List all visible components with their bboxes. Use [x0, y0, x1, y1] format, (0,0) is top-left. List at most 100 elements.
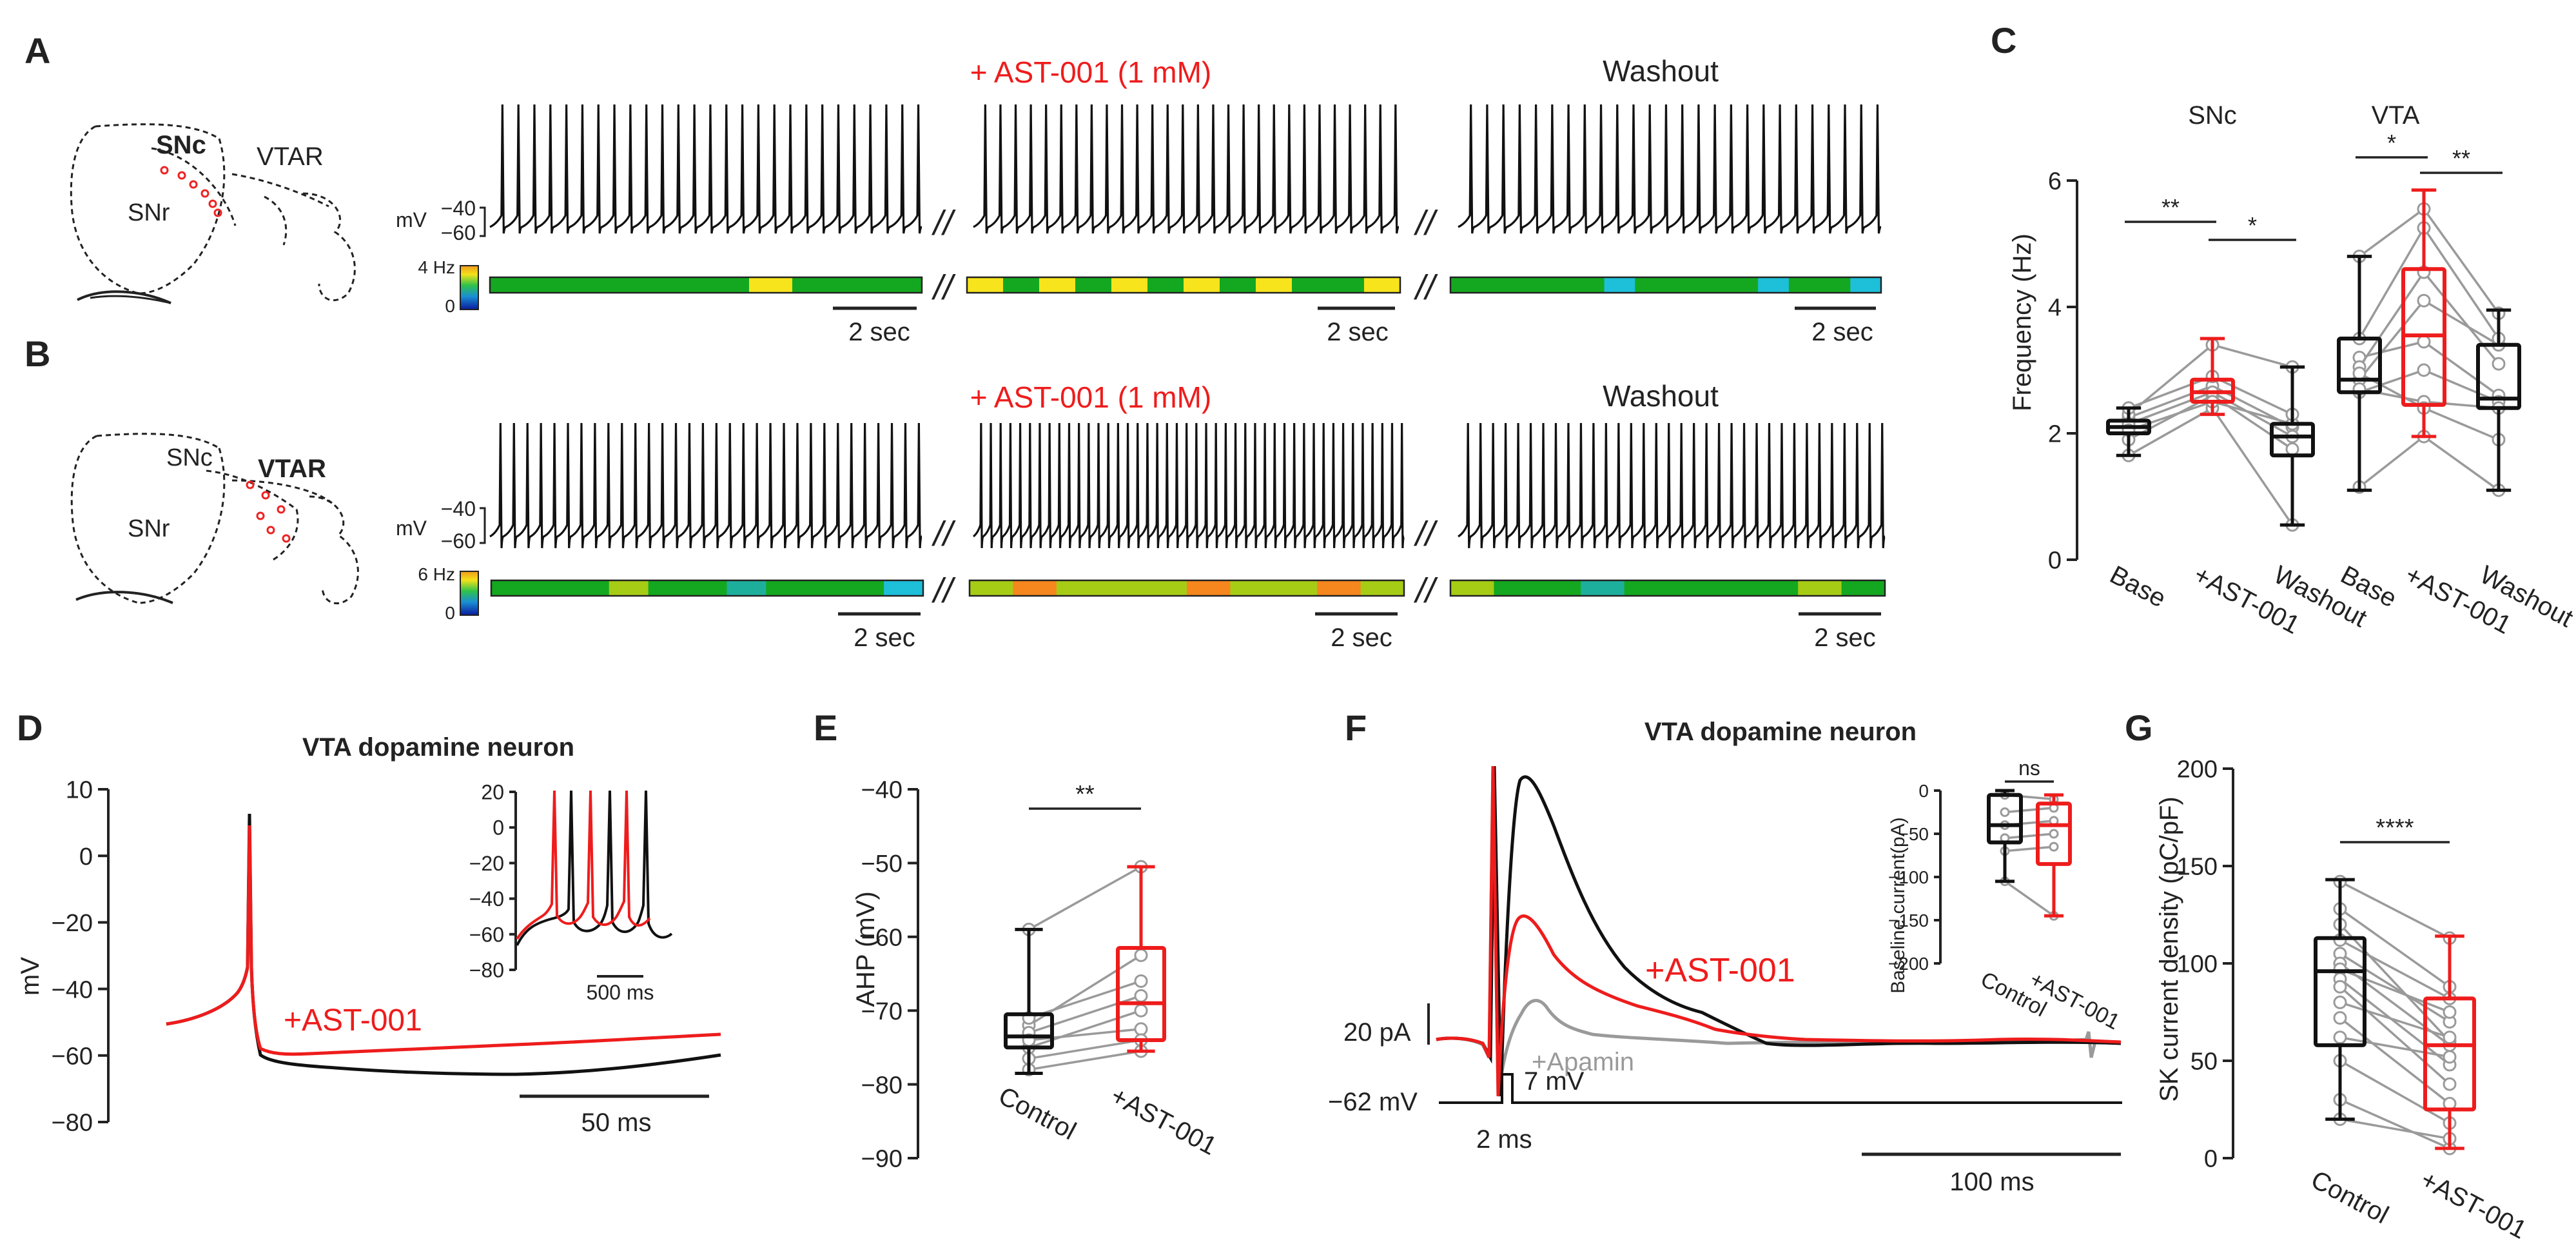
- f-inset-point: [2049, 829, 2059, 839]
- g-point: [2333, 1030, 2347, 1045]
- region-label-snr-b: SNr: [128, 515, 170, 542]
- heat-strip-a-washout-cell: [1696, 277, 1728, 293]
- c-vta-point: [2417, 335, 2431, 349]
- heat-strip-a-drug-cell: [1003, 277, 1040, 293]
- heat-strip-a-washout-cell: [1788, 277, 1820, 293]
- c-y-axis-tick-label: 0: [2048, 547, 2062, 575]
- break-mark-b-4: //: [1413, 571, 1438, 610]
- d-y-axis: 10 0 −20 −40 −60 −80: [52, 777, 110, 1137]
- c-vta-0-box: [2337, 337, 2382, 395]
- g-point: [2333, 980, 2347, 994]
- heat-strip-a-washout-cell: [1819, 277, 1851, 293]
- heat-strip-a-washout-cell: [1481, 277, 1512, 293]
- g-pair-line: [2339, 968, 2450, 1014]
- d-y-axis-tick-label: 0: [79, 843, 93, 871]
- heat-strip-b-drug-cell: [1143, 580, 1187, 596]
- e-y-axis-tick-label: −40: [861, 777, 903, 804]
- heat-strip-a-base-cell: [663, 277, 707, 293]
- heat-strip-a-drug-cell: [1220, 277, 1256, 293]
- heat-strip-a-washout-cell: [1666, 277, 1697, 293]
- panel-letter-g: G: [2125, 707, 2153, 748]
- d-title: VTA dopamine neuron: [302, 733, 574, 762]
- f-inset-pair-line: [2004, 832, 2054, 840]
- heat-strip-b-base-cell: [844, 580, 884, 596]
- c-snc-point: [2285, 442, 2299, 456]
- g-pair-line: [2339, 880, 2450, 940]
- c-vta-point: [2352, 366, 2366, 380]
- trace-a-washout-path: [1458, 104, 1882, 234]
- g-y-axis-tick-label: 0: [2204, 1146, 2218, 1173]
- voltage-label-60-b: −60: [441, 529, 476, 553]
- f-inset-pair-line: [2004, 845, 2054, 852]
- e-box-0-box: [1004, 1012, 1054, 1050]
- heat-strip-a-base-cell: [533, 277, 577, 293]
- d-y-axis-tick-label: −80: [52, 1110, 93, 1137]
- d-y-axis-tick-label: −40: [52, 976, 93, 1003]
- heat-strip-a-washout-cell: [1604, 277, 1635, 293]
- voltage-scale-b: −40 −60 mV: [396, 497, 486, 553]
- heat-strip-b-drug-cell: [970, 580, 1013, 596]
- e-pairs: [1022, 860, 1148, 1077]
- g-y-axis-tick-label: 50: [2191, 1049, 2218, 1076]
- c-vta-point: [2417, 293, 2431, 308]
- e-x-label: Control: [994, 1081, 1081, 1145]
- f-inset-y-axis-tick-label: −50: [1898, 824, 1929, 844]
- heat-strip-a-washout-border: [1449, 276, 1882, 294]
- heat-strip-b-base-cell: [805, 580, 845, 596]
- g-y-axis-label: SK current density (pC/pF): [2155, 796, 2183, 1102]
- colorbar-top-label-b: 6 Hz: [418, 564, 455, 584]
- time-scale-label-b-3: 2 sec: [1814, 624, 1876, 652]
- trace-title-washout-a: Washout: [1603, 54, 1719, 88]
- heat-strip-b-base-cell: [884, 580, 924, 596]
- voltage-unit-b: mV: [396, 517, 427, 540]
- region-label-snr: SNr: [128, 199, 170, 226]
- g-pairs: [2333, 874, 2457, 1156]
- e-sig-label: **: [1075, 781, 1095, 808]
- break-mark-b-2: //: [1413, 515, 1438, 553]
- e-point: [1134, 1003, 1148, 1018]
- trace-title-washout-b: Washout: [1603, 379, 1719, 413]
- c-significance: ******: [2125, 130, 2503, 241]
- g-point: [2443, 1077, 2457, 1091]
- d-y-axis-tick-label: −60: [52, 1043, 93, 1070]
- time-scale-label-a-2: 2 sec: [1327, 318, 1389, 346]
- e-box-1-box: [1116, 945, 1166, 1042]
- d-series-label-ast001: +AST-001: [284, 1003, 422, 1038]
- f-series-label-ast001: +AST-001: [1645, 952, 1795, 989]
- heat-strip-b-washout-cell: [1450, 580, 1494, 596]
- region-label-snc: SNc: [156, 131, 206, 159]
- panel-letter-e: E: [814, 707, 837, 748]
- f-inset-y-axis: 0 −50 −100 −150 −200: [1888, 781, 1942, 974]
- f-inset-point: [2000, 807, 2010, 817]
- heat-strip-b-washout-cell: [1494, 580, 1538, 596]
- heat-strip-a-drug-cell: [1328, 277, 1365, 293]
- heat-strip-b-washout-border: [1449, 579, 1886, 597]
- d-inset-time-scale-label: 500 ms: [587, 981, 654, 1004]
- g-x-label: Control: [2307, 1165, 2394, 1229]
- e-significance: **: [1029, 781, 1141, 810]
- f-inset-box-1-box: [2036, 802, 2072, 866]
- c-boxes: [2106, 188, 2521, 527]
- c-sig-vta-label: *: [2387, 130, 2396, 156]
- d-inset-y-axis-tick-label: 20: [481, 781, 504, 804]
- region-label-vtar: VTAR: [257, 143, 324, 171]
- c-sig-vta-label: **: [2452, 145, 2470, 172]
- heat-strip-b-base-cell: [569, 580, 610, 596]
- trace-title-drug-b: + AST-001 (1 mM): [970, 380, 1212, 414]
- time-scale-label-b-2: 2 sec: [1331, 624, 1392, 652]
- f-inset-pairs: [2000, 790, 2059, 921]
- c-y-axis-tick-label: 2: [2048, 421, 2062, 448]
- c-y-axis-tick-label: 4: [2048, 295, 2062, 322]
- trace-b-washout: [1458, 422, 1886, 549]
- heat-strip-b-drug-cell: [1360, 580, 1405, 596]
- g-point: [2443, 1050, 2457, 1064]
- heat-strip-a-washout-cell: [1512, 277, 1543, 293]
- heat-strip-a-base-cell: [879, 277, 922, 293]
- trace-a-base-path: [489, 104, 922, 234]
- e-point: [1134, 1022, 1148, 1036]
- e-y-axis-tick-label: −80: [861, 1072, 903, 1099]
- trace-b-base-path: [489, 422, 922, 549]
- colorbar-a: 4 Hz 0: [418, 257, 479, 316]
- e-y-axis-tick-label: −60: [861, 924, 903, 951]
- voltage-unit-a: mV: [396, 208, 427, 231]
